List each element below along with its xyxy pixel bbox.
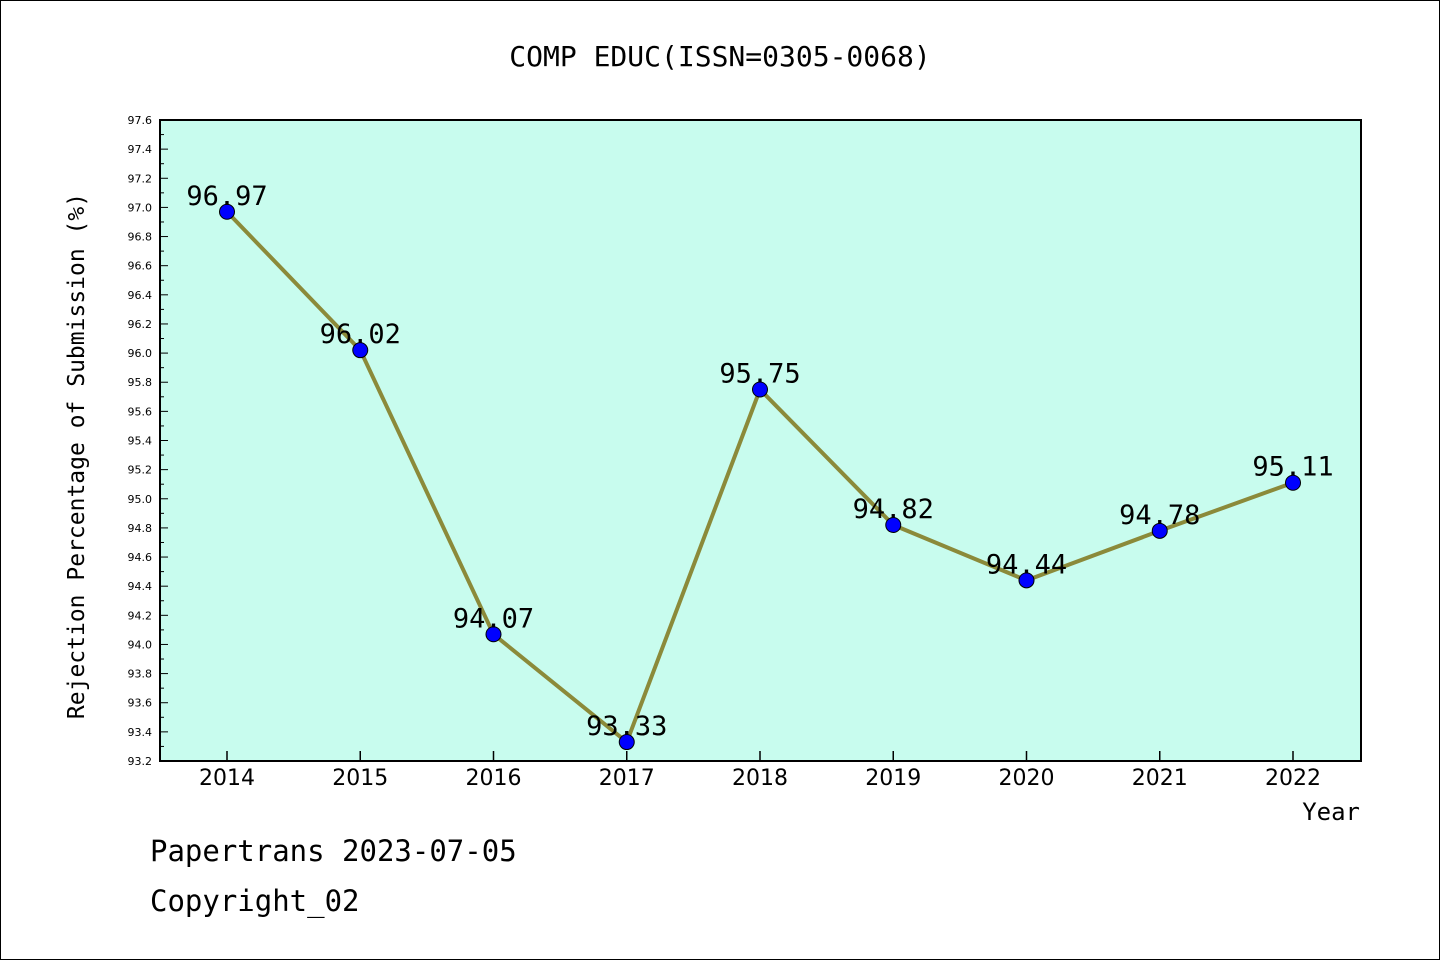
y-tick-label: 95.6: [128, 405, 153, 418]
footer-date: Papertrans 2023-07-05: [150, 834, 517, 868]
y-tick-label: 97.0: [128, 201, 153, 214]
x-tick-label: 2016: [466, 766, 522, 791]
y-tick-label: 94.6: [128, 551, 153, 564]
y-tick-label: 95.4: [128, 435, 153, 448]
y-tick-label: 93.2: [128, 755, 153, 768]
y-tick-label: 95.2: [128, 464, 153, 477]
x-tick-label: 2020: [999, 766, 1055, 791]
y-axis-label: Rejection Percentage of Submission (%): [64, 193, 90, 719]
data-label: 93.33: [586, 711, 667, 742]
x-tick-label: 2021: [1132, 766, 1188, 791]
y-tick-label: 96.2: [128, 318, 153, 331]
y-tick-label: 94.4: [128, 580, 153, 593]
x-tick-label: 2019: [865, 766, 921, 791]
y-tick-label: 95.8: [128, 376, 153, 389]
x-tick-label: 2018: [732, 766, 788, 791]
x-tick-label: 2015: [332, 766, 388, 791]
series-markers: [219, 203, 1301, 751]
data-point: [885, 516, 902, 533]
data-point: [219, 203, 235, 220]
y-tick-label: 97.2: [128, 172, 153, 185]
y-tick-label: 94.2: [128, 609, 153, 622]
data-label: 95.11: [1252, 452, 1333, 483]
data-point: [485, 626, 502, 643]
y-tick-label: 93.4: [128, 726, 153, 739]
footer-copyright: Copyright_02: [150, 884, 360, 918]
y-tick-label: 94.8: [128, 522, 153, 535]
data-label: 96.97: [186, 181, 267, 212]
x-axis-label: Year: [1302, 798, 1360, 826]
x-tick-label: 2014: [199, 766, 255, 791]
y-tick-label: 94.0: [128, 638, 153, 651]
data-label: 94.82: [853, 494, 934, 525]
y-tick-label: 96.4: [128, 289, 153, 302]
data-point: [352, 342, 369, 359]
data-point: [618, 734, 635, 751]
y-tick-label: 97.6: [128, 114, 153, 127]
y-tick-label: 93.8: [128, 668, 153, 681]
y-tick-label: 96.0: [128, 347, 153, 360]
data-labels: 96.97 96.02 94.07 93.33 95.75 94.82 94.44 94.78…: [186, 181, 1333, 742]
data-point: [1018, 572, 1035, 589]
x-tick-label: 2017: [599, 766, 655, 791]
y-tick-label: 96.8: [128, 231, 153, 244]
x-axis: 2014 2015 2016 2017 2018 2019 2020 2021 2022: [199, 751, 1321, 791]
data-point: [1151, 522, 1168, 539]
y-axis: 93.2 93.4 93.6 93.8 94.0 94.2 94.4 94.6 94.8 95.0…: [128, 114, 168, 768]
plot-area: [159, 119, 1362, 762]
chart-title: COMP EDUC(ISSN=0305-0068): [509, 40, 930, 73]
x-tick-label: 2022: [1265, 766, 1321, 791]
data-label: 94.44: [986, 549, 1067, 580]
y-tick-label: 96.6: [128, 260, 153, 273]
data-label: 94.78: [1119, 500, 1200, 531]
y-tick-label: 97.4: [128, 143, 153, 156]
data-label: 96.02: [320, 319, 401, 350]
y-tick-label: 95.0: [128, 493, 153, 506]
data-label: 95.75: [719, 359, 800, 390]
data-point: [752, 381, 768, 398]
data-point: [1285, 474, 1301, 491]
data-label: 94.07: [453, 603, 534, 634]
y-tick-label: 93.6: [128, 697, 153, 710]
